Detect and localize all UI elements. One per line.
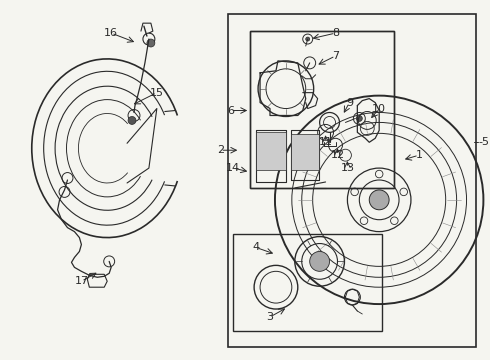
Text: 3: 3 [267, 312, 273, 322]
Text: 13: 13 [341, 163, 354, 173]
Text: 10: 10 [372, 104, 386, 113]
Circle shape [356, 116, 362, 121]
Bar [250, 31, 394, 188]
Text: 11: 11 [318, 137, 333, 147]
Text: 4: 4 [252, 243, 260, 252]
Circle shape [306, 37, 310, 41]
Text: 9: 9 [346, 98, 353, 108]
Text: -5: -5 [478, 137, 490, 147]
Text: 16: 16 [104, 28, 118, 38]
Circle shape [147, 39, 155, 47]
Text: 6: 6 [227, 105, 234, 116]
Text: 8: 8 [332, 28, 339, 38]
Bar [291, 134, 318, 170]
Text: 14: 14 [226, 163, 240, 173]
Text: 2: 2 [217, 145, 224, 155]
Text: 17: 17 [74, 276, 89, 286]
Text: 1: 1 [416, 150, 422, 160]
Bar [256, 132, 286, 170]
Text: 15: 15 [150, 87, 164, 98]
Text: 7: 7 [332, 51, 339, 61]
Bar [250, 31, 394, 188]
Circle shape [128, 117, 136, 125]
Circle shape [369, 190, 389, 210]
Text: 12: 12 [330, 150, 344, 160]
Bar [228, 14, 476, 347]
Bar [233, 234, 382, 331]
Circle shape [310, 252, 330, 271]
